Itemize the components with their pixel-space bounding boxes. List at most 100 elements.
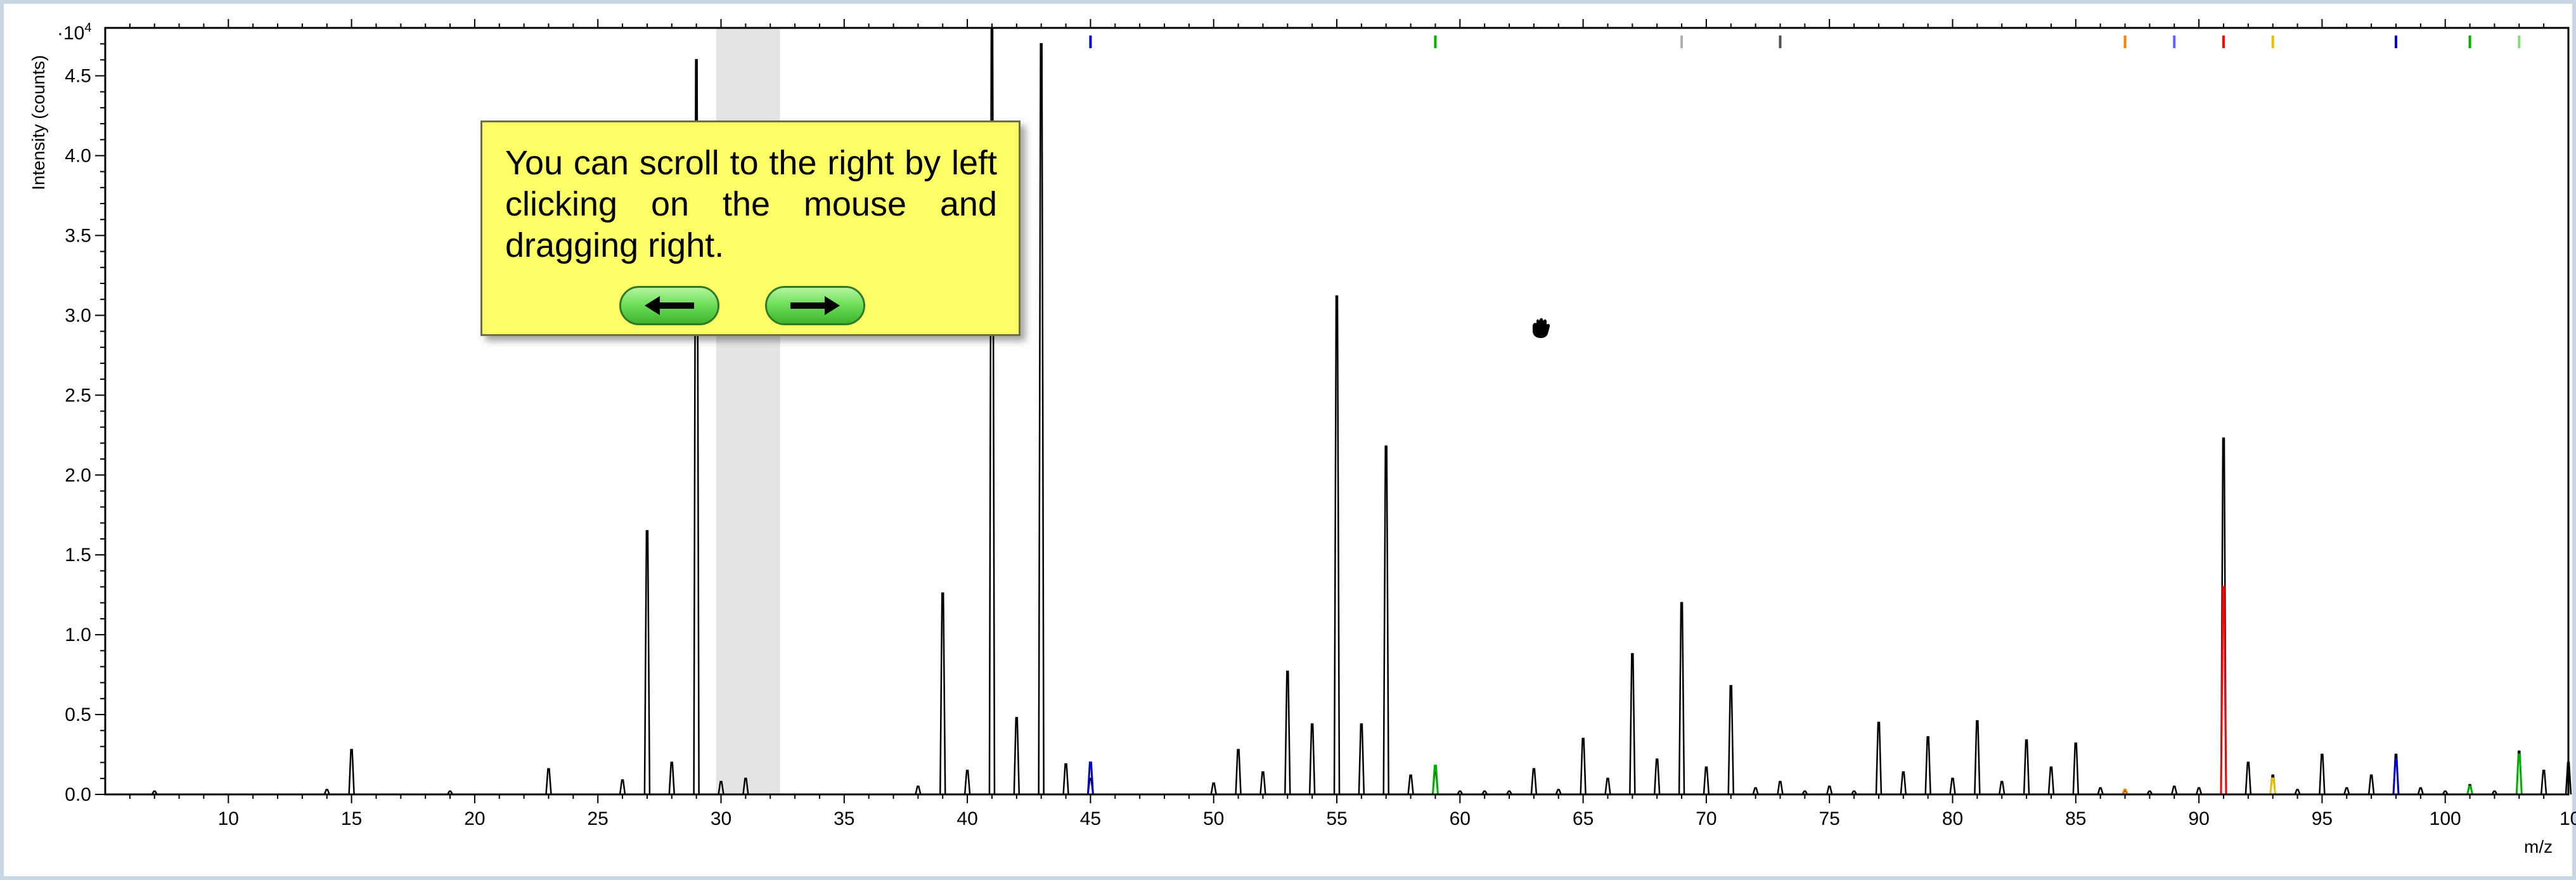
x-tick-label: 75	[1819, 808, 1840, 829]
plot-frame	[104, 27, 2570, 796]
x-tick-label: 60	[1450, 808, 1471, 829]
colored-peak	[2515, 753, 2523, 795]
arrow-left-icon	[645, 296, 694, 315]
y-tick-label: 2.5	[65, 385, 91, 406]
peak	[1875, 721, 1883, 795]
peak	[1653, 758, 1661, 795]
peak	[2097, 787, 2104, 795]
x-tick-label: 65	[1573, 808, 1594, 829]
peak	[2195, 787, 2203, 795]
top-markers	[1089, 36, 2521, 48]
peak	[693, 59, 700, 795]
peak	[2417, 787, 2425, 795]
previous-button[interactable]	[619, 286, 719, 325]
peak	[1629, 653, 1636, 795]
peak	[2023, 739, 2030, 795]
peak	[1259, 771, 1266, 795]
peaks-layer	[151, 27, 2572, 795]
peak	[1826, 786, 1833, 795]
x-tick-label: 85	[2065, 808, 2086, 829]
peak	[2072, 742, 2080, 795]
x-tick-label: 15	[341, 808, 362, 829]
y-tick-label: 1.0	[65, 624, 91, 645]
peak	[915, 786, 922, 795]
peak	[963, 769, 971, 795]
colored-peak	[2466, 785, 2474, 795]
peak	[151, 790, 158, 795]
peak	[939, 592, 946, 795]
peak	[1678, 602, 1685, 795]
peak	[1235, 749, 1242, 795]
x-tick-label: 50	[1203, 808, 1224, 829]
peak	[1801, 790, 1808, 795]
x-tick-label: 80	[1942, 808, 1963, 829]
peak	[1555, 789, 1562, 795]
peak	[2171, 786, 2178, 795]
peak	[446, 790, 454, 795]
peak	[1580, 737, 1587, 795]
y-tick-label: 4.0	[65, 146, 91, 167]
y-tick-label: 1.5	[65, 545, 91, 566]
peak	[718, 780, 724, 795]
colored-peak	[2122, 788, 2128, 795]
colored-peak	[1086, 761, 1094, 795]
peak	[1457, 790, 1464, 795]
y-tick-label: 2.0	[65, 465, 91, 486]
x-tick-label: 95	[2312, 808, 2333, 829]
x-tick-label: 90	[2188, 808, 2209, 829]
peak	[2244, 761, 2252, 795]
peak	[619, 779, 626, 795]
y-tick-label: 3.0	[65, 305, 91, 326]
y-tick-label: 4.5	[65, 66, 91, 87]
colored-peak	[2269, 777, 2277, 795]
peak	[1062, 763, 1069, 795]
peak	[668, 761, 676, 795]
colored-peak	[2220, 586, 2227, 795]
peak	[1382, 445, 1389, 795]
peak	[1949, 777, 1956, 795]
peak	[1013, 716, 1021, 795]
peak	[1974, 720, 1981, 795]
peak	[1358, 723, 1365, 795]
peak	[1924, 736, 1931, 795]
x-tick-label: 30	[711, 808, 731, 829]
peak	[643, 530, 651, 795]
peak	[2540, 769, 2547, 795]
y-tick-label: 0.0	[65, 784, 91, 805]
x-tick-label: 35	[834, 808, 854, 829]
peak	[2442, 790, 2449, 795]
x-tick-label: 45	[1080, 808, 1101, 829]
y-multiplier-label: ·104	[57, 21, 91, 44]
peak	[1308, 723, 1316, 795]
peak	[1481, 790, 1488, 795]
y-tick-label: 0.5	[65, 704, 91, 725]
peak	[1998, 780, 2006, 795]
peak	[1210, 782, 1217, 795]
next-button[interactable]	[765, 286, 865, 325]
peak	[1752, 787, 1759, 795]
colored-peak	[1431, 765, 1439, 795]
peak	[1284, 670, 1291, 795]
tooltip-text: You can scroll to the right by left clic…	[505, 144, 997, 264]
colored-peak	[2392, 758, 2400, 795]
peak	[2491, 790, 2498, 795]
peak	[1505, 790, 1513, 795]
plot-area[interactable]	[105, 28, 2568, 794]
instruction-tooltip: You can scroll to the right by left clic…	[480, 120, 1021, 336]
peak	[742, 777, 749, 795]
peak	[2319, 753, 2326, 795]
peak	[2367, 774, 2375, 795]
peak	[1333, 295, 1341, 795]
peak	[1038, 42, 1045, 795]
x-tick-label: 100	[2430, 808, 2461, 829]
peak	[1777, 780, 1784, 795]
peak	[323, 789, 330, 795]
y-axis-label: Intensity (counts)	[29, 55, 48, 190]
x-tick-label: 55	[1326, 808, 1347, 829]
arrow-right-icon	[790, 296, 840, 315]
peak	[1900, 771, 1907, 795]
y-tick-label: 3.5	[65, 225, 91, 246]
x-tick-label-end: 105	[2560, 808, 2576, 829]
x-tick-label: 40	[956, 808, 977, 829]
